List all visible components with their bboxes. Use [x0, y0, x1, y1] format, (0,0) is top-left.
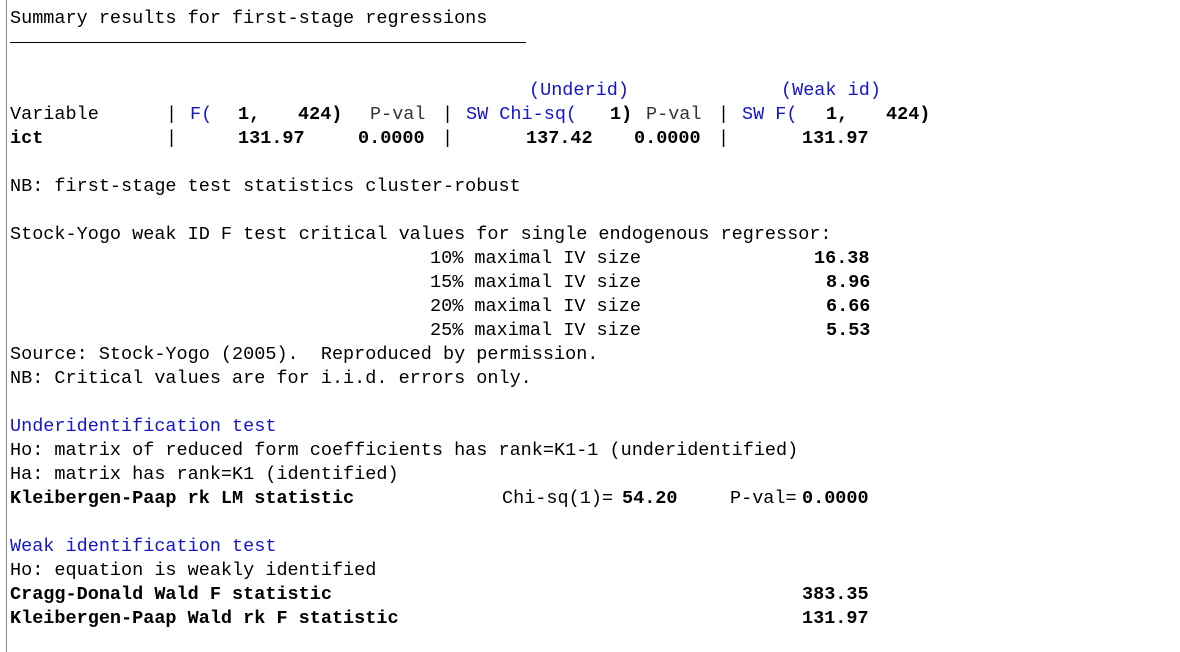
weakid-header: (Weak id): [781, 80, 881, 101]
underid-header: (Underid): [529, 80, 629, 101]
underid-ho: Ho: matrix of reduced form coefficients …: [10, 440, 799, 461]
column-separator: |: [442, 128, 454, 149]
pval-header: P-val: [370, 104, 426, 125]
critical-value-label: 20% maximal IV size: [430, 296, 641, 317]
kp-wald-label: Kleibergen-Paap Wald rk F statistic: [10, 608, 399, 629]
sw-chi-header: SW Chi-sq(: [466, 104, 578, 125]
kp-lm-label: Kleibergen-Paap rk LM statistic: [10, 488, 355, 509]
sw-f-header: SW F(: [742, 104, 798, 125]
pval-label: P-val=: [730, 488, 797, 509]
critical-value: 6.66: [826, 296, 871, 317]
chi-df: 1): [610, 104, 633, 125]
row-variable-name: ict: [10, 128, 44, 149]
critical-value: 5.53: [826, 320, 871, 341]
f-df2: 424): [298, 104, 343, 125]
column-separator: |: [166, 104, 178, 125]
nb-iid-note: NB: Critical values are for i.i.d. error…: [10, 368, 532, 389]
f-header: F(: [190, 104, 213, 125]
chi-sq-label: Chi-sq(1)=: [502, 488, 614, 509]
chi-sq-value: 54.20: [622, 488, 678, 509]
row-sw-chi: 137.42: [526, 128, 593, 149]
f-df1: 1,: [238, 104, 261, 125]
swf-df1: 1,: [826, 104, 849, 125]
swf-df2: 424): [886, 104, 931, 125]
column-separator: |: [718, 104, 730, 125]
nb-cluster-note: NB: first-stage test statistics cluster-…: [10, 176, 521, 197]
column-separator: |: [718, 128, 730, 149]
weakid-ho: Ho: equation is weakly identified: [10, 560, 377, 581]
variable-header: Variable: [10, 104, 99, 125]
left-border: [6, 0, 7, 652]
cd-wald-value: 383.35: [802, 584, 869, 605]
critical-value-label: 25% maximal IV size: [430, 320, 641, 341]
underid-title: Underidentification test: [10, 416, 277, 437]
pval2-header: P-val: [646, 104, 702, 125]
weakid-title: Weak identification test: [10, 536, 277, 557]
column-separator: |: [166, 128, 178, 149]
row-f-value: 131.97: [238, 128, 305, 149]
row-pval: 0.0000: [358, 128, 425, 149]
kp-wald-value: 131.97: [802, 608, 869, 629]
critical-value-label: 15% maximal IV size: [430, 272, 641, 293]
critical-value: 16.38: [814, 248, 870, 269]
critical-value: 8.96: [826, 272, 871, 293]
critical-value-label: 10% maximal IV size: [430, 248, 641, 269]
cd-wald-label: Cragg-Donald Wald F statistic: [10, 584, 332, 605]
stock-yogo-title: Stock-Yogo weak ID F test critical value…: [10, 224, 832, 245]
row-sw-f: 131.97: [802, 128, 869, 149]
source-note: Source: Stock-Yogo (2005). Reproduced by…: [10, 344, 599, 365]
pval-value: 0.0000: [802, 488, 869, 509]
title-underline: [10, 42, 526, 43]
column-separator: |: [442, 104, 454, 125]
summary-title: Summary results for first-stage regressi…: [10, 8, 488, 29]
row-pval2: 0.0000: [634, 128, 701, 149]
underid-ha: Ha: matrix has rank=K1 (identified): [10, 464, 399, 485]
